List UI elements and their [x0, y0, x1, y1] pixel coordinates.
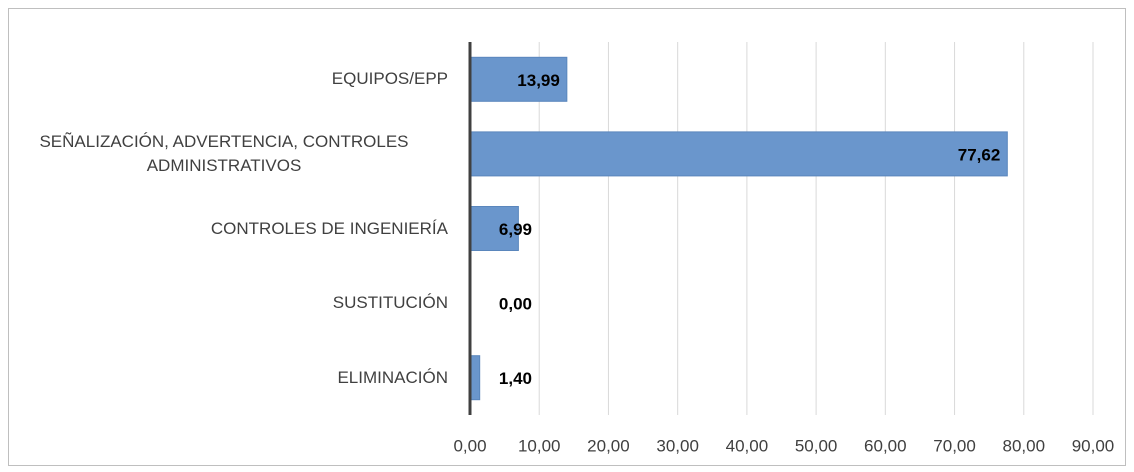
x-tick-label: 10,00 [518, 436, 561, 455]
data-label: 13,99 [517, 71, 560, 90]
x-tick-label: 30,00 [656, 436, 699, 455]
bar [469, 206, 519, 251]
data-label: 0,00 [499, 295, 532, 314]
category-label-box: ELIMINACIÓN [0, 340, 448, 415]
y-tick-label: SUSTITUCIÓN [332, 293, 448, 313]
data-label: 77,62 [958, 145, 1001, 164]
category-label-box: SUSTITUCIÓN [0, 266, 448, 341]
chart-frame [8, 8, 1126, 466]
x-tick-label: 80,00 [1003, 436, 1046, 455]
y-tick-label: ELIMINACIÓN [337, 367, 448, 387]
y-tick-label: EQUIPOS/EPP [331, 69, 448, 89]
category-label-box: CONTROLES DE INGENIERÍA [0, 191, 448, 266]
x-tick-label: 60,00 [864, 436, 907, 455]
x-tick-label: 0,00 [453, 436, 486, 455]
data-label: 1,40 [499, 369, 532, 388]
category-label-box: SEÑALIZACIÓN, ADVERTENCIA, CONTROLES ADM… [0, 116, 448, 191]
x-tick-label: 90,00 [1072, 436, 1115, 455]
y-tick-label: SEÑALIZACIÓN, ADVERTENCIA, CONTROLES ADM… [39, 131, 409, 175]
y-tick-label: CONTROLES DE INGENIERÍA [210, 218, 448, 238]
data-label: 6,99 [499, 220, 532, 239]
x-tick-label: 70,00 [933, 436, 976, 455]
x-tick-label: 50,00 [795, 436, 838, 455]
bar [469, 131, 1008, 177]
x-tick-label: 20,00 [587, 436, 630, 455]
x-tick-label: 40,00 [726, 436, 769, 455]
category-label-box: EQUIPOS/EPP [0, 42, 448, 117]
